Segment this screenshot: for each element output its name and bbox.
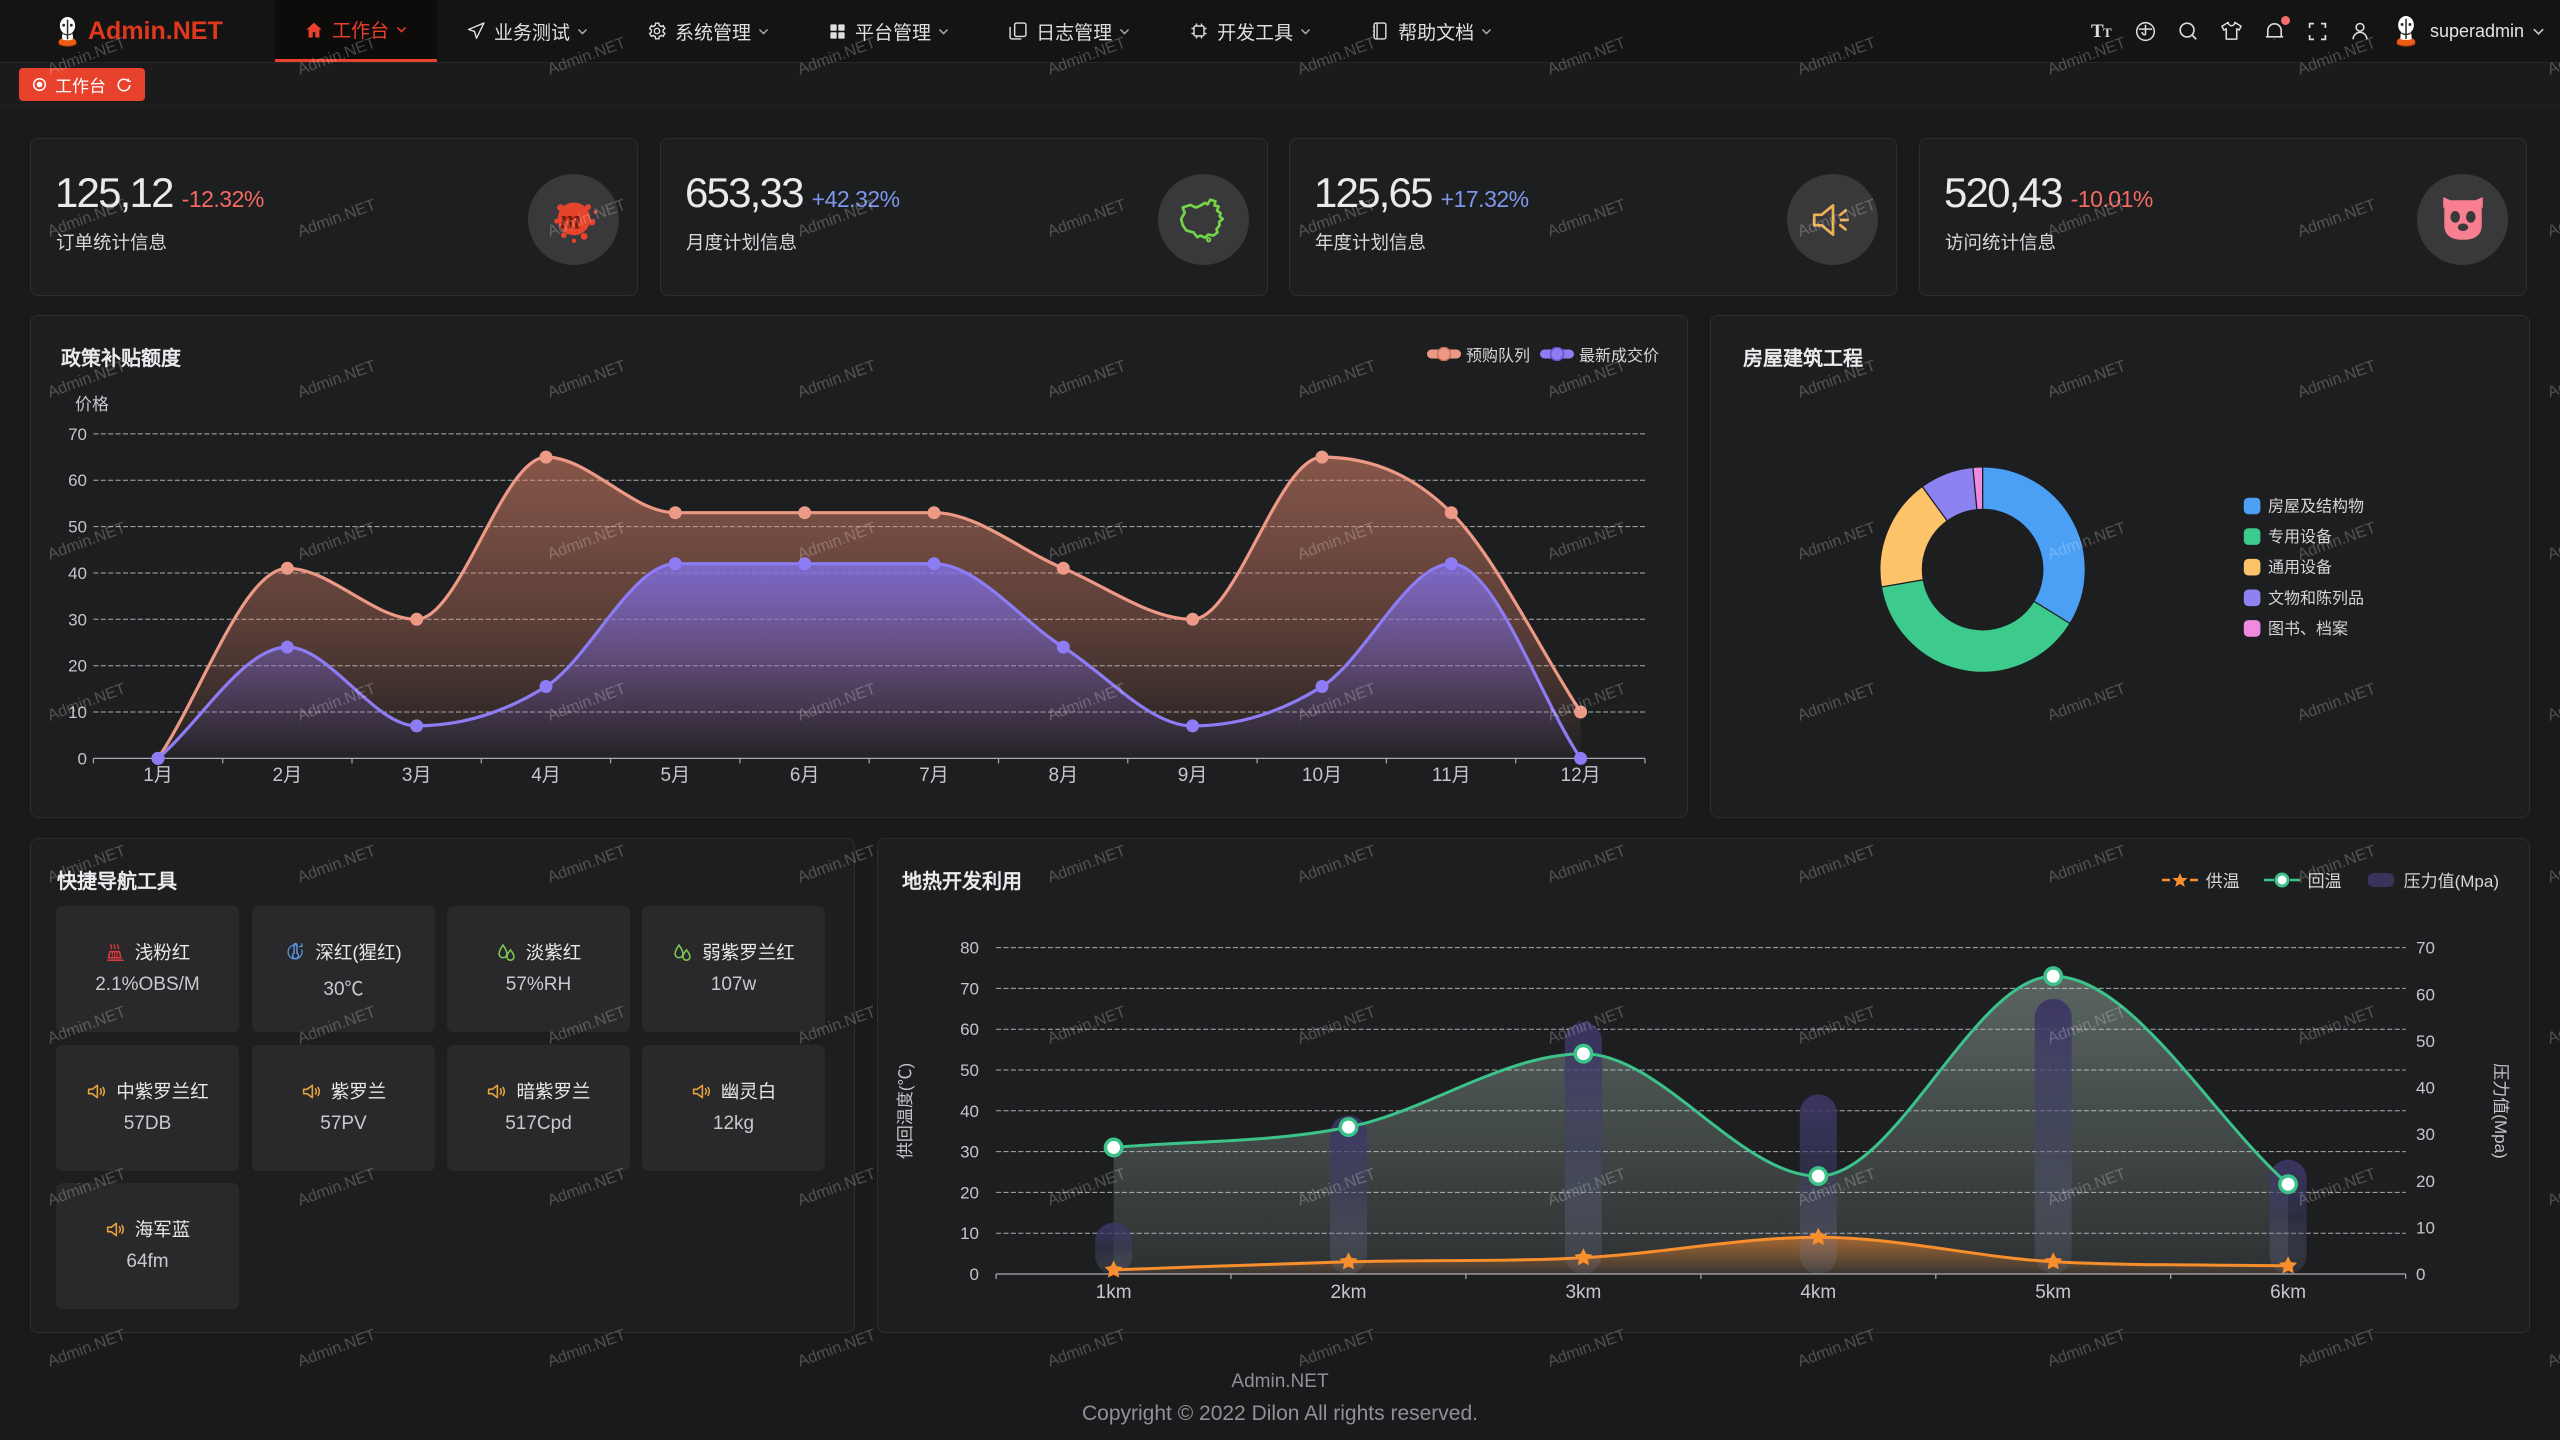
svg-text:5月: 5月 bbox=[661, 765, 691, 786]
svg-text:10月: 10月 bbox=[1302, 765, 1342, 786]
svg-text:0: 0 bbox=[2416, 1265, 2425, 1284]
svg-text:10: 10 bbox=[960, 1224, 979, 1243]
svg-text:30: 30 bbox=[2416, 1125, 2435, 1144]
svg-text:T: T bbox=[2103, 25, 2112, 40]
svg-text:20: 20 bbox=[960, 1183, 979, 1202]
svg-text:20: 20 bbox=[68, 657, 87, 676]
svg-text:60: 60 bbox=[2416, 985, 2435, 1004]
svg-text:20: 20 bbox=[2416, 1172, 2435, 1191]
svg-text:50: 50 bbox=[960, 1061, 979, 1080]
svg-text:4月: 4月 bbox=[531, 765, 561, 786]
svg-text:80: 80 bbox=[960, 939, 979, 958]
svg-text:40: 40 bbox=[2416, 1079, 2435, 1098]
svg-text:0: 0 bbox=[78, 749, 87, 768]
svg-text:3km: 3km bbox=[1565, 1282, 1601, 1303]
svg-text:4km: 4km bbox=[1800, 1282, 1836, 1303]
svg-text:房屋及结构物: 房屋及结构物 bbox=[2268, 498, 2364, 516]
svg-text:0: 0 bbox=[970, 1265, 979, 1284]
svg-text:10: 10 bbox=[68, 703, 87, 722]
svg-text:通用设备: 通用设备 bbox=[2268, 559, 2332, 577]
svg-text:T: T bbox=[2091, 21, 2104, 42]
svg-text:40: 40 bbox=[68, 564, 87, 583]
svg-text:60: 60 bbox=[960, 1020, 979, 1039]
svg-text:70: 70 bbox=[68, 425, 87, 444]
svg-text:1km: 1km bbox=[1096, 1282, 1132, 1303]
svg-text:1月: 1月 bbox=[143, 765, 173, 786]
svg-text:60: 60 bbox=[68, 471, 87, 490]
svg-text:专用设备: 专用设备 bbox=[2268, 528, 2332, 546]
svg-text:7月: 7月 bbox=[919, 765, 949, 786]
svg-text:价格: 价格 bbox=[75, 395, 109, 414]
svg-text:30: 30 bbox=[68, 610, 87, 629]
svg-text:m: m bbox=[559, 204, 580, 234]
svg-text:压力值(Mpa): 压力值(Mpa) bbox=[2491, 1063, 2510, 1158]
svg-text:8月: 8月 bbox=[1049, 765, 1079, 786]
svg-text:9月: 9月 bbox=[1178, 765, 1208, 786]
svg-text:70: 70 bbox=[2416, 939, 2435, 958]
svg-text:40: 40 bbox=[960, 1102, 979, 1121]
svg-text:文物和陈列品: 文物和陈列品 bbox=[2268, 589, 2364, 607]
svg-text:11月: 11月 bbox=[1432, 765, 1471, 786]
svg-text:2km: 2km bbox=[1331, 1282, 1367, 1303]
svg-text:2月: 2月 bbox=[273, 765, 303, 786]
svg-text:图书、档案: 图书、档案 bbox=[2268, 620, 2348, 638]
svg-text:50: 50 bbox=[2416, 1032, 2435, 1051]
svg-text:3月: 3月 bbox=[402, 765, 432, 786]
svg-text:50: 50 bbox=[68, 518, 87, 537]
svg-text:6km: 6km bbox=[2270, 1282, 2306, 1303]
svg-text:70: 70 bbox=[960, 979, 979, 998]
svg-text:12月: 12月 bbox=[1561, 765, 1601, 786]
svg-text:供回温度(℃): 供回温度(℃) bbox=[896, 1063, 915, 1159]
svg-text:30: 30 bbox=[960, 1143, 979, 1162]
svg-text:10: 10 bbox=[2416, 1218, 2435, 1237]
svg-text:5km: 5km bbox=[2035, 1282, 2071, 1303]
svg-text:6月: 6月 bbox=[790, 765, 820, 786]
